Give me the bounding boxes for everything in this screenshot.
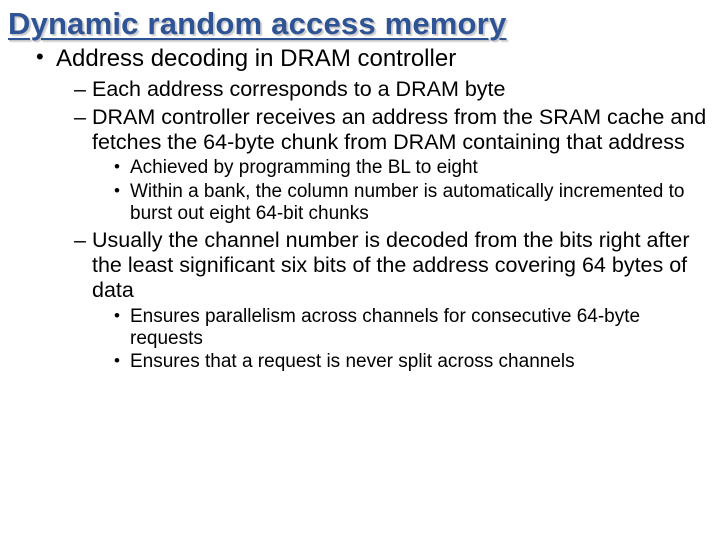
bullet-list-lvl3: Ensures parallelism across channels for …: [114, 306, 712, 374]
bullet-lvl2-item: DRAM controller receives an address from…: [74, 105, 712, 226]
bullet-lvl2-text: Usually the channel number is decoded fr…: [92, 228, 690, 303]
bullet-lvl3-item: Ensures parallelism across channels for …: [114, 306, 712, 351]
bullet-lvl3-text: Ensures parallelism across channels for …: [130, 306, 640, 349]
bullet-lvl3-item: Ensures that a request is never split ac…: [114, 351, 712, 373]
slide-title: Dynamic random access memory: [8, 6, 712, 42]
bullet-lvl2-text: Each address corresponds to a DRAM byte: [92, 77, 505, 101]
bullet-lvl3-item: Within a bank, the column number is auto…: [114, 181, 712, 226]
bullet-lvl3-text: Ensures that a request is never split ac…: [130, 351, 575, 372]
bullet-lvl3-text: Within a bank, the column number is auto…: [130, 181, 684, 224]
bullet-lvl2-item: Each address corresponds to a DRAM byte: [74, 77, 712, 102]
bullet-list-lvl1: Address decoding in DRAM controller Each…: [36, 44, 712, 374]
bullet-list-lvl3: Achieved by programming the BL to eight …: [114, 157, 712, 225]
bullet-list-lvl2: Each address corresponds to a DRAM byte …: [74, 77, 712, 374]
bullet-lvl1-item: Address decoding in DRAM controller Each…: [36, 44, 712, 374]
slide: Dynamic random access memory Address dec…: [0, 0, 720, 540]
bullet-lvl3-item: Achieved by programming the BL to eight: [114, 157, 712, 179]
bullet-lvl2-text: DRAM controller receives an address from…: [92, 105, 706, 154]
bullet-lvl3-text: Achieved by programming the BL to eight: [130, 157, 478, 178]
bullet-lvl2-item: Usually the channel number is decoded fr…: [74, 228, 712, 374]
bullet-lvl1-text: Address decoding in DRAM controller: [56, 45, 456, 72]
